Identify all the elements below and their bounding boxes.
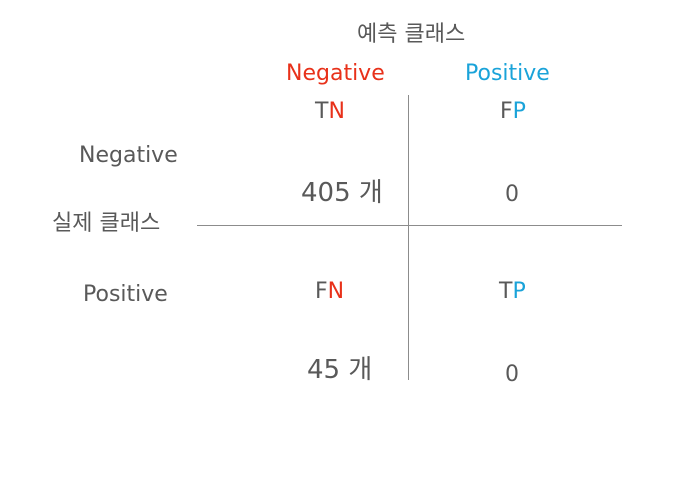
fn-prefix: F (315, 279, 328, 304)
cell-fn-value: 45 개 (307, 355, 373, 385)
cell-tp-value: 0 (505, 362, 519, 387)
column-header-negative: Negative (286, 61, 385, 86)
tn-suffix: N (328, 99, 345, 124)
cell-tn-value: 405 개 (301, 178, 383, 208)
horizontal-divider (197, 225, 622, 226)
cell-fp-value: 0 (505, 182, 519, 207)
cell-fp-label: FP (500, 101, 526, 123)
tp-prefix: T (499, 279, 513, 304)
cell-tn-label: TN (315, 101, 345, 123)
tn-prefix: T (315, 99, 329, 124)
row-header-positive: Positive (83, 282, 168, 307)
cell-fn-label: FN (315, 281, 344, 303)
predicted-class-title: 예측 클래스 (357, 22, 466, 47)
fp-prefix: F (500, 99, 513, 124)
cell-tp-label: TP (499, 281, 526, 303)
row-header-negative: Negative (79, 143, 178, 168)
actual-class-title: 실제 클래스 (52, 211, 161, 236)
tp-suffix: P (512, 279, 526, 304)
vertical-divider (408, 95, 409, 380)
fn-suffix: N (327, 279, 345, 304)
fp-suffix: P (512, 99, 526, 124)
column-header-positive: Positive (465, 61, 550, 86)
